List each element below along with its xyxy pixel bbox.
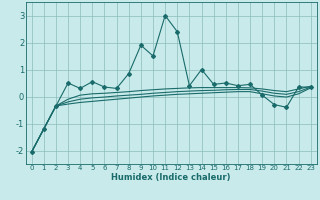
- X-axis label: Humidex (Indice chaleur): Humidex (Indice chaleur): [111, 173, 231, 182]
